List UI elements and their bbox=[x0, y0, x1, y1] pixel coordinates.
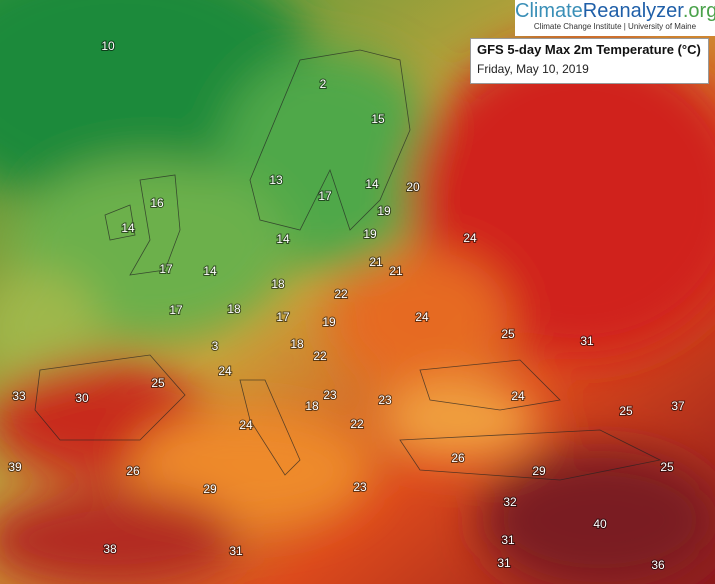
temperature-label: 22 bbox=[350, 417, 364, 431]
brand-name: ClimateReanalyzer.org bbox=[515, 0, 715, 22]
temperature-label: 24 bbox=[463, 231, 477, 245]
temperature-label: 14 bbox=[203, 264, 217, 278]
temperature-label: 19 bbox=[322, 315, 336, 329]
temperature-label: 17 bbox=[276, 310, 290, 324]
temperature-label: 19 bbox=[363, 227, 377, 241]
temperature-label: 17 bbox=[159, 262, 173, 276]
temperature-label: 18 bbox=[271, 277, 285, 291]
temperature-label: 15 bbox=[371, 112, 385, 126]
temperature-label: 14 bbox=[365, 177, 379, 191]
temperature-label: 18 bbox=[305, 399, 319, 413]
temperature-label: 40 bbox=[593, 517, 607, 531]
temperature-label: 18 bbox=[227, 302, 241, 316]
temperature-label: 33 bbox=[12, 389, 26, 403]
temperature-label: 14 bbox=[121, 221, 135, 235]
temperature-label: 13 bbox=[269, 173, 283, 187]
temperature-label: 10 bbox=[101, 39, 115, 53]
brand-part: Reanalyzer bbox=[582, 0, 683, 22]
temperature-label: 2 bbox=[320, 77, 327, 91]
temperature-label: 19 bbox=[377, 204, 391, 218]
coastlines bbox=[34, 49, 662, 481]
temperature-label: 37 bbox=[671, 399, 685, 413]
brand-tagline: Climate Change Institute | University of… bbox=[533, 22, 697, 31]
temperature-label: 23 bbox=[353, 480, 367, 494]
temperature-label: 25 bbox=[660, 460, 674, 474]
temperature-label: 31 bbox=[229, 544, 243, 558]
temperature-label: 31 bbox=[497, 556, 511, 570]
temperature-label: 16 bbox=[150, 196, 164, 210]
temperature-label: 24 bbox=[218, 364, 232, 378]
temperature-label: 25 bbox=[151, 376, 165, 390]
brand-box: ClimateReanalyzer.org Climate Change Ins… bbox=[515, 0, 715, 36]
brand-part: .org bbox=[682, 0, 715, 22]
temperature-label: 38 bbox=[103, 542, 117, 556]
map-date: Friday, May 10, 2019 bbox=[477, 62, 589, 76]
temperature-label: 22 bbox=[334, 287, 348, 301]
temperature-label: 31 bbox=[580, 334, 594, 348]
temperature-label: 17 bbox=[318, 189, 332, 203]
temperature-label: 32 bbox=[503, 495, 517, 509]
temperature-label: 22 bbox=[313, 349, 327, 363]
temperature-label: 24 bbox=[239, 418, 253, 432]
temperature-label: 26 bbox=[126, 464, 140, 478]
temperature-label: 21 bbox=[369, 255, 383, 269]
temperature-label: 25 bbox=[501, 327, 515, 341]
temperature-label: 23 bbox=[378, 393, 392, 407]
temperature-label: 17 bbox=[169, 303, 183, 317]
temperature-label: 25 bbox=[619, 404, 633, 418]
temperature-label: 20 bbox=[406, 180, 420, 194]
temperature-label: 18 bbox=[290, 337, 304, 351]
temperature-label: 23 bbox=[323, 388, 337, 402]
temperature-label: 29 bbox=[203, 482, 217, 496]
temperature-label: 21 bbox=[389, 264, 403, 278]
title-box: GFS 5-day Max 2m Temperature (°C) Friday… bbox=[470, 38, 709, 84]
temperature-label: 26 bbox=[451, 451, 465, 465]
temperature-label: 3 bbox=[212, 339, 219, 353]
temperature-label: 24 bbox=[415, 310, 429, 324]
temperature-label: 14 bbox=[276, 232, 290, 246]
temperature-label: 39 bbox=[8, 460, 22, 474]
brand-part: Climate bbox=[515, 0, 583, 22]
temperature-label: 24 bbox=[511, 389, 525, 403]
temperature-label: 29 bbox=[532, 464, 546, 478]
temperature-label: 31 bbox=[501, 533, 515, 547]
temperature-label: 30 bbox=[75, 391, 89, 405]
map-title: GFS 5-day Max 2m Temperature (°C) bbox=[477, 42, 701, 57]
temperature-label: 36 bbox=[651, 558, 665, 572]
